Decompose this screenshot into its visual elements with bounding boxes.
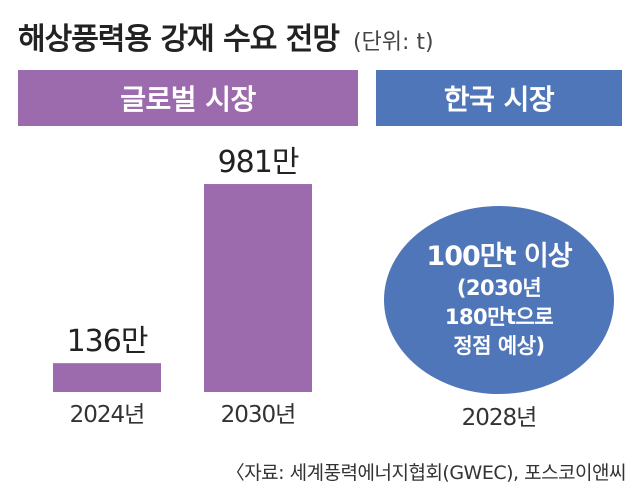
data-label-2024년: 136만 [67,324,148,359]
korea-market-banner: 한국 시장 [376,70,622,126]
global-market-banner: 글로벌 시장 [18,70,358,126]
source-note: 〈자료: 세계풍력에너지협회(GWEC), 포스코이앤씨 [225,462,627,484]
x-tick-2024년: 2024년 [70,402,145,428]
korea-year-label: 2028년 [461,405,538,431]
korea-detail-3: 정점 예상) [453,333,545,358]
unit-label: (단위: t) [352,30,434,55]
x-tick-2030년: 2030년 [221,402,296,428]
korea-detail-1: (2030년 [456,275,542,300]
korea-headline: 100만t 이상 [426,240,572,272]
korea-detail-2: 180만t으로 [444,304,554,329]
title-row: 해상풍력용 강재 수요 전망 (단위: t) [18,14,434,58]
chart-title: 해상풍력용 강재 수요 전망 [18,22,340,57]
bar-2024년 [53,363,161,392]
korea-forecast-circle: 100만t 이상 (2030년 180만t으로 정점 예상) [384,206,614,394]
data-label-2030년: 981만 [218,145,299,180]
bar-2030년 [204,184,312,392]
